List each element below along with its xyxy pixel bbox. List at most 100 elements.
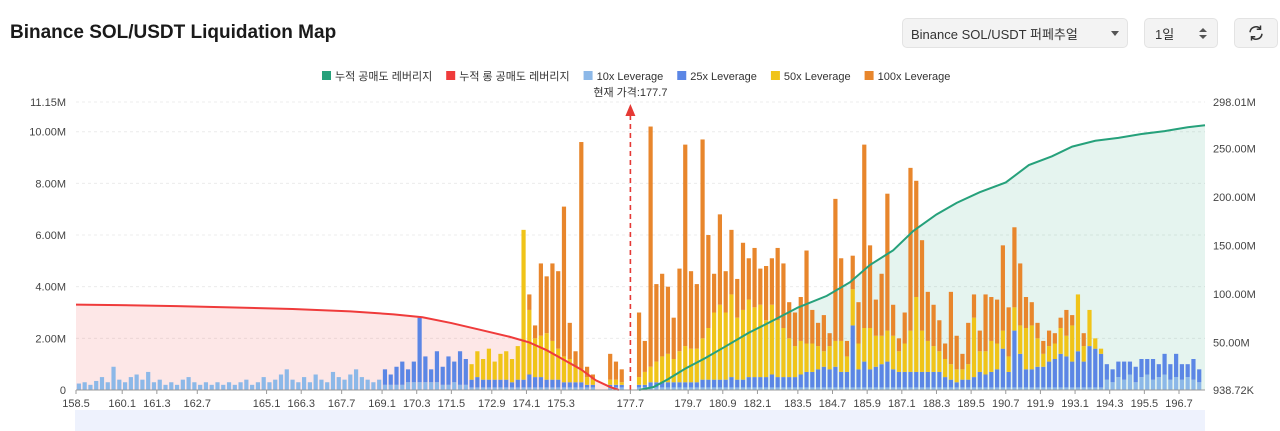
bar-lev10	[302, 377, 307, 390]
y-right-tick-label: 938.72K	[1213, 385, 1255, 397]
range-select[interactable]: 1일	[1144, 18, 1218, 48]
bar-lev10	[192, 382, 197, 390]
bar-lev100	[642, 340, 647, 372]
bar-lev10	[163, 384, 168, 390]
bar-lev100	[758, 268, 763, 305]
bar-lev10	[151, 382, 157, 390]
bar-lev25	[423, 356, 428, 383]
bar-lev25	[382, 369, 388, 385]
bar-lev10	[377, 379, 382, 390]
bar-lev100	[527, 294, 532, 310]
bar-lev10	[937, 387, 942, 390]
bar-lev10	[740, 387, 746, 390]
bar-lev100	[533, 325, 538, 339]
bar-lev10	[244, 379, 249, 390]
x-tick-label: 158.5	[62, 398, 90, 410]
x-tick-label: 191.9	[1027, 398, 1055, 410]
bar-lev50	[908, 330, 913, 372]
bar-lev100	[1000, 245, 1005, 331]
bar-lev50	[1070, 325, 1075, 362]
bar-lev10	[509, 387, 515, 390]
bar-lev10	[261, 377, 266, 390]
market-select[interactable]: Binance SOL/USDT 퍼페추얼	[902, 18, 1128, 48]
bar-lev50	[475, 351, 480, 378]
bar-lev10	[671, 387, 676, 390]
bar-lev100	[966, 322, 971, 365]
bar-lev100	[636, 312, 642, 378]
bar-lev10	[325, 382, 330, 390]
bar-lev25	[660, 382, 665, 388]
bar-lev50	[1093, 338, 1098, 349]
bar-lev100	[995, 299, 1000, 344]
bar-lev50	[665, 353, 671, 383]
refresh-button[interactable]	[1234, 18, 1278, 48]
bar-lev25	[810, 371, 815, 388]
bar-lev100	[561, 206, 567, 357]
bar-lev10	[700, 387, 705, 390]
bar-lev25	[943, 377, 948, 388]
bar-lev25	[527, 374, 532, 388]
bar-lev25	[463, 359, 468, 385]
bar-lev50	[798, 340, 803, 375]
bar-lev10	[706, 387, 711, 390]
y-right-tick-label: 150.00M	[1213, 240, 1256, 252]
bar-lev100	[746, 258, 751, 300]
bar-lev10	[735, 387, 740, 390]
bar-lev10	[405, 382, 411, 390]
x-tick-label: 167.7	[328, 398, 356, 410]
bar-lev10	[411, 382, 416, 390]
x-tick-label: 179.7	[674, 398, 702, 410]
bar-lev10	[209, 384, 214, 390]
bar-lev25	[717, 379, 723, 388]
bar-lev10	[111, 366, 116, 390]
bar-lev10	[105, 382, 110, 390]
bar-lev10	[683, 387, 688, 390]
bar-lev10	[873, 387, 878, 390]
bar-lev100	[619, 369, 624, 383]
chart-range-scroller[interactable]	[75, 410, 1205, 431]
bar-lev50	[948, 364, 954, 380]
bar-lev50	[764, 320, 769, 378]
bar-lev10	[1179, 379, 1185, 390]
bar-lev50	[885, 330, 890, 362]
bar-lev10	[561, 387, 567, 390]
bar-lev25	[966, 379, 971, 388]
bar-lev10	[925, 387, 930, 390]
bar-lev100	[948, 291, 954, 365]
bar-lev10	[977, 387, 982, 390]
bar-lev10	[186, 377, 191, 390]
legend-swatch-lev50	[770, 71, 780, 80]
bar-lev25	[781, 377, 786, 388]
bar-lev10	[1070, 387, 1075, 390]
bar-lev25	[804, 371, 809, 388]
bar-lev25	[723, 379, 728, 388]
bar-lev100	[908, 167, 913, 331]
bar-lev25	[434, 351, 440, 383]
bar-lev10	[353, 369, 359, 390]
long-cumulative-area	[76, 304, 619, 390]
bar-lev10	[226, 382, 232, 390]
bar-lev50	[896, 351, 902, 372]
y-left-tick-label: 2.00M	[35, 333, 66, 345]
bar-lev10	[1197, 382, 1202, 390]
bar-lev10	[348, 374, 353, 390]
bar-lev100	[792, 312, 798, 347]
bar-lev10	[850, 387, 855, 390]
bar-lev25	[758, 377, 763, 388]
bar-lev50	[1052, 343, 1057, 360]
bar-lev25	[388, 374, 393, 385]
bar-lev50	[1058, 328, 1063, 354]
x-tick-label: 161.3	[143, 398, 171, 410]
bar-lev100	[677, 268, 682, 352]
bar-lev25	[1098, 353, 1104, 388]
y-right-tick-label: 250.00M	[1213, 144, 1256, 156]
bar-lev25	[1052, 359, 1057, 388]
bar-lev10	[590, 387, 595, 390]
bar-lev25	[584, 384, 590, 388]
bar-lev10	[619, 387, 624, 390]
bar-lev50	[584, 377, 590, 385]
bar-lev25	[954, 382, 959, 388]
bar-lev10	[1150, 379, 1156, 390]
bar-lev10	[1006, 387, 1011, 390]
bar-lev25	[862, 361, 867, 388]
